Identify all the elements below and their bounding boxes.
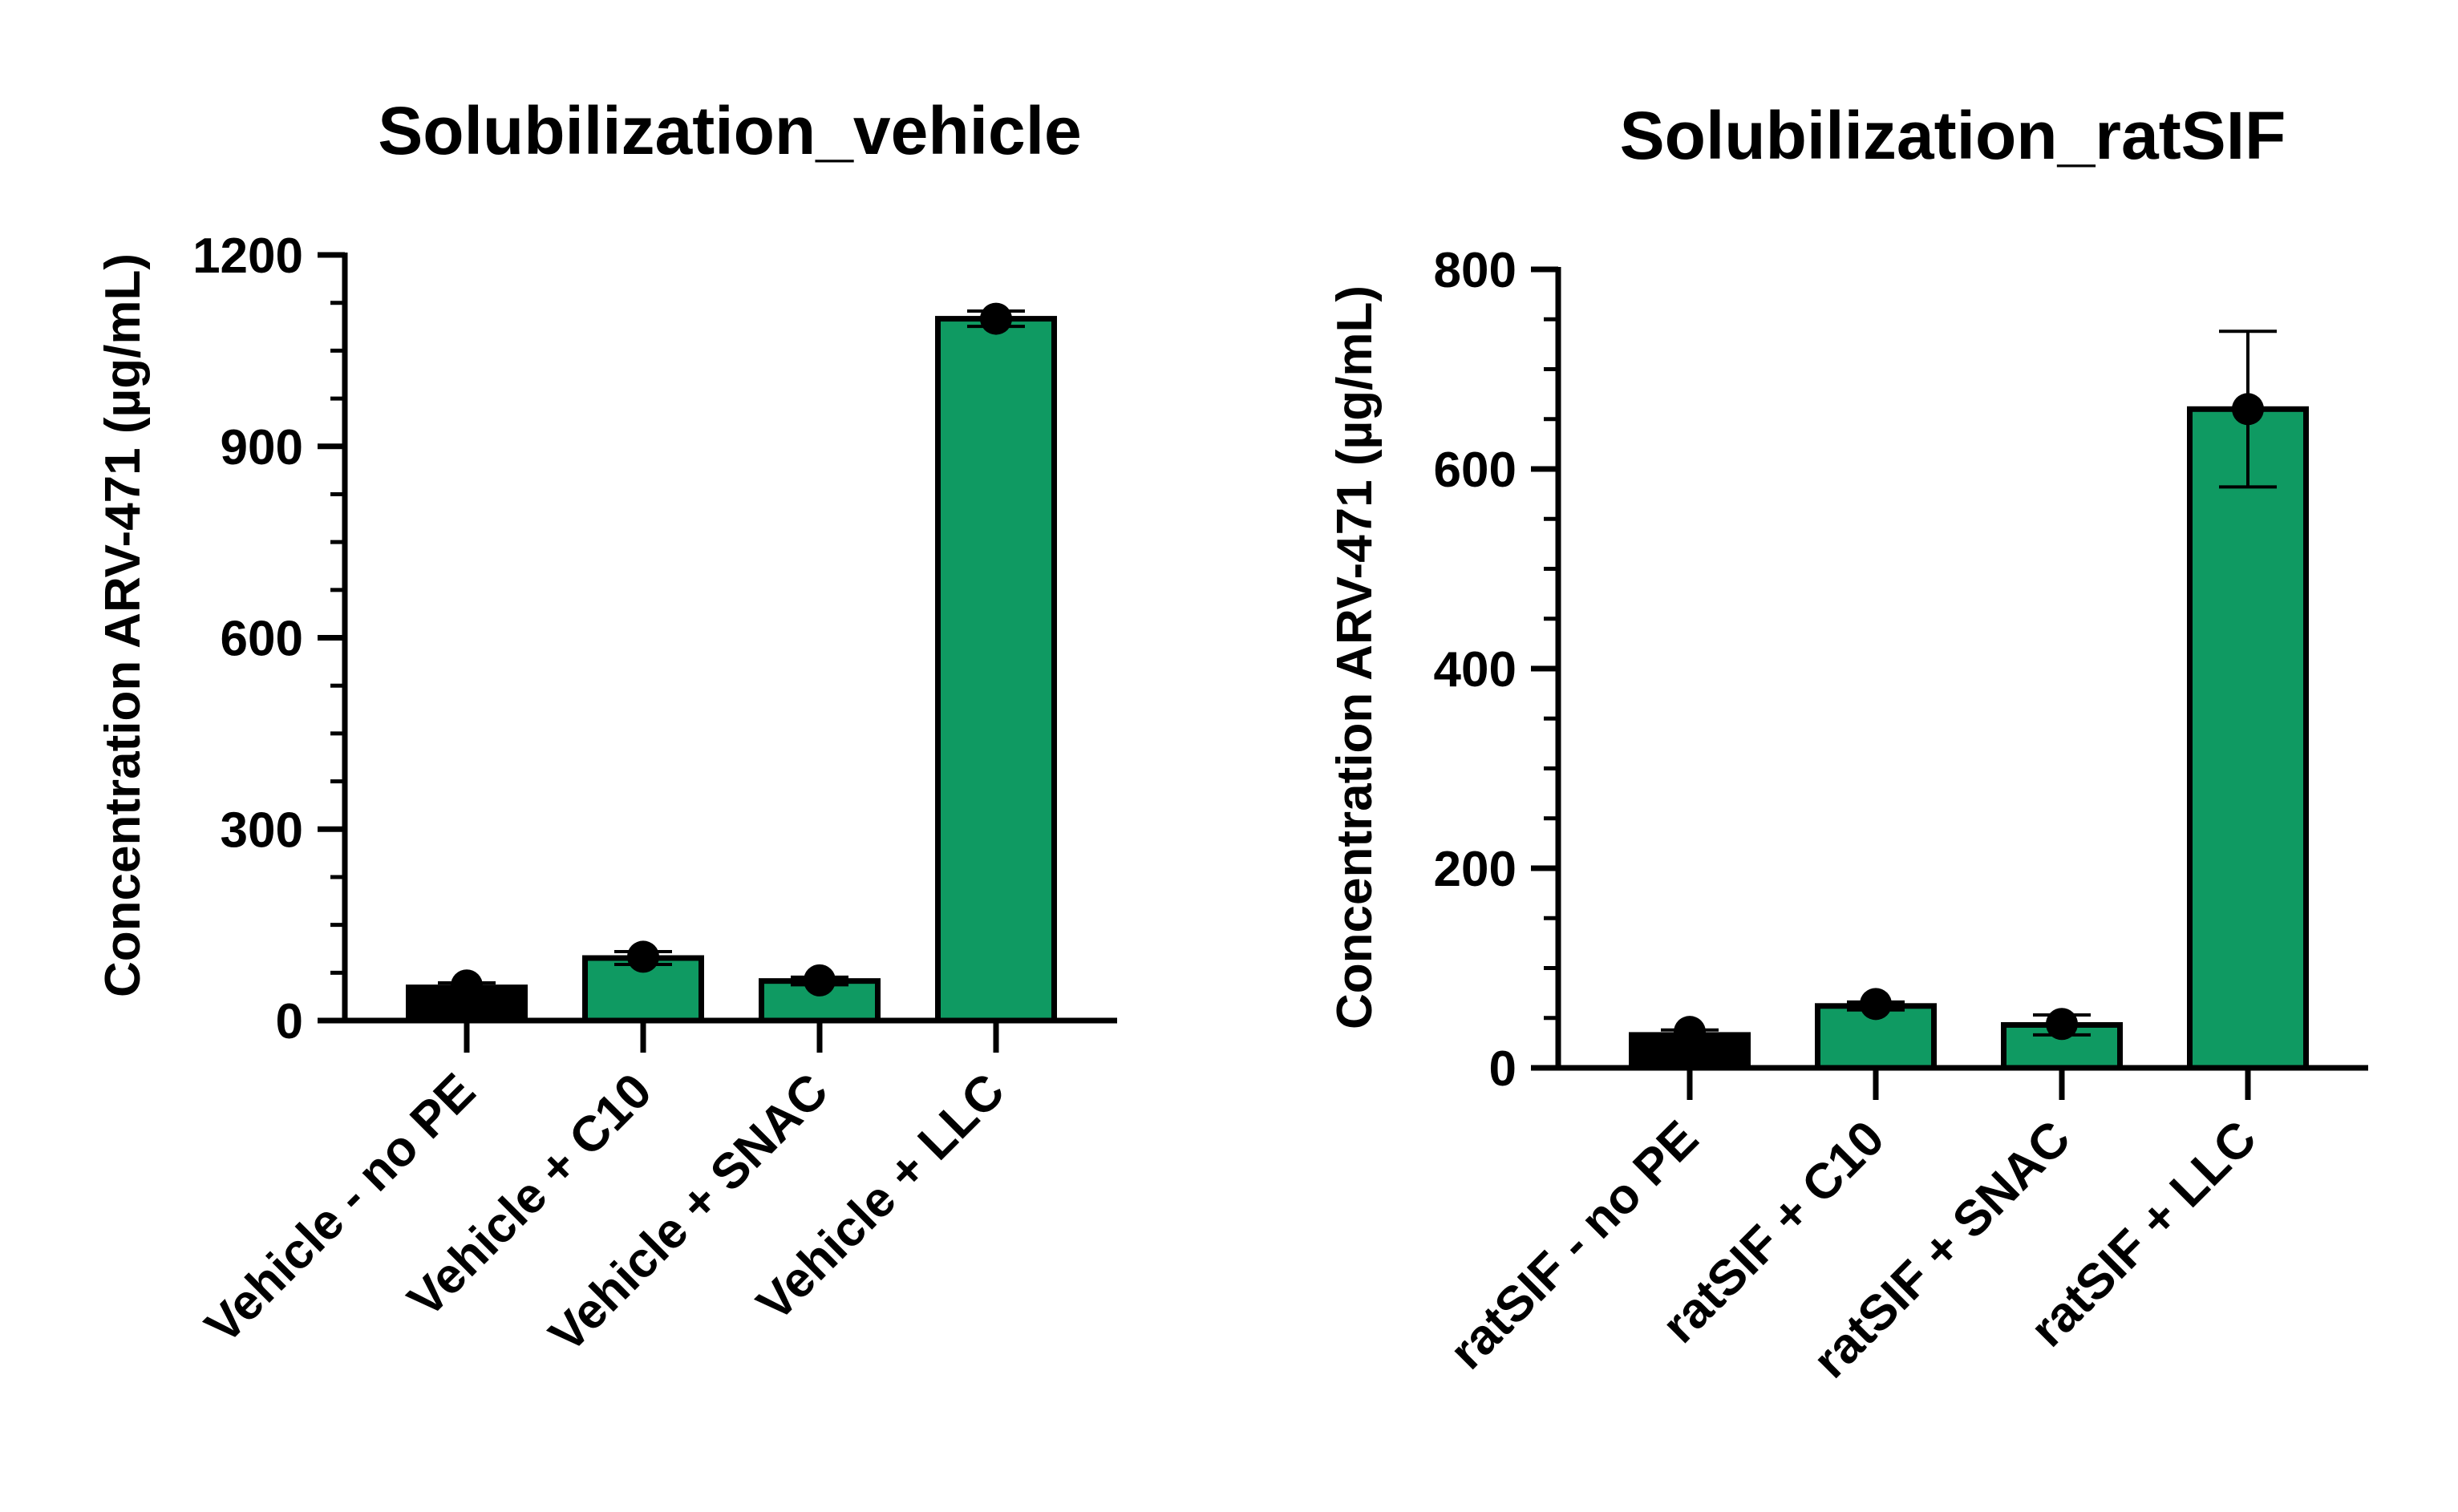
y-tick-label: 0	[276, 994, 303, 1049]
y-axis-label: Concentration ARV-471 (µg/mL)	[95, 253, 151, 997]
y-tick-label: 900	[221, 420, 303, 475]
chart-ratsif: Solubilization_ratSIF Concentration ARV-…	[1327, 98, 2368, 1389]
y-tick-label: 200	[1434, 842, 1517, 897]
y-tick-label: 0	[1489, 1041, 1517, 1097]
bar	[2187, 406, 2309, 1071]
bar	[935, 316, 1057, 1024]
data-point	[2046, 1008, 2078, 1041]
y-tick-label: 1200	[192, 228, 303, 284]
data-point	[2232, 393, 2264, 426]
data-point	[1674, 1016, 1706, 1049]
data-point	[627, 940, 659, 973]
chart-vehicle: Solubilization_vehicle Concentration ARV…	[95, 93, 1117, 1363]
chart-title: Solubilization_ratSIF	[1620, 98, 2286, 173]
y-tick-label: 400	[1434, 642, 1517, 697]
y-tick-label: 300	[221, 802, 303, 858]
data-point	[451, 969, 483, 1002]
y-axis-label: Concentration ARV-471 (µg/mL)	[1327, 285, 1383, 1029]
y-tick-label: 600	[221, 612, 303, 667]
y-tick-label: 600	[1434, 443, 1517, 498]
y-tick-label: 800	[1434, 243, 1517, 298]
data-point	[980, 302, 1012, 335]
x-tick-label: ratSIF - no PE	[1440, 1110, 1709, 1380]
chart-title: Solubilization_vehicle	[378, 93, 1082, 168]
data-point	[804, 964, 836, 997]
data-point	[1860, 988, 1892, 1021]
